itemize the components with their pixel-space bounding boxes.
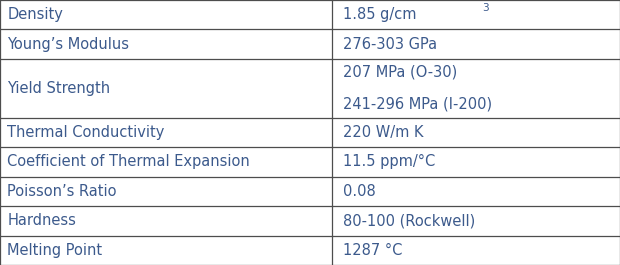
Text: Density: Density <box>7 7 63 22</box>
Text: Thermal Conductivity: Thermal Conductivity <box>7 125 165 140</box>
Text: 0.08: 0.08 <box>343 184 376 199</box>
Text: 3: 3 <box>482 3 489 13</box>
Text: 11.5 ppm/°C: 11.5 ppm/°C <box>343 154 435 169</box>
Text: 241-296 MPa (I-200): 241-296 MPa (I-200) <box>343 97 492 112</box>
Text: 220 W/m K: 220 W/m K <box>343 125 423 140</box>
Text: 1.85 g/cm: 1.85 g/cm <box>343 7 417 22</box>
Text: Yield Strength: Yield Strength <box>7 81 110 96</box>
Text: 1287 °C: 1287 °C <box>343 243 402 258</box>
Text: Melting Point: Melting Point <box>7 243 102 258</box>
Text: 207 MPa (O-30): 207 MPa (O-30) <box>343 65 457 80</box>
Text: Young’s Modulus: Young’s Modulus <box>7 37 130 52</box>
Text: 80-100 (Rockwell): 80-100 (Rockwell) <box>343 213 475 228</box>
Text: 276-303 GPa: 276-303 GPa <box>343 37 437 52</box>
Text: Poisson’s Ratio: Poisson’s Ratio <box>7 184 117 199</box>
Text: Hardness: Hardness <box>7 213 76 228</box>
Text: Coefficient of Thermal Expansion: Coefficient of Thermal Expansion <box>7 154 250 169</box>
